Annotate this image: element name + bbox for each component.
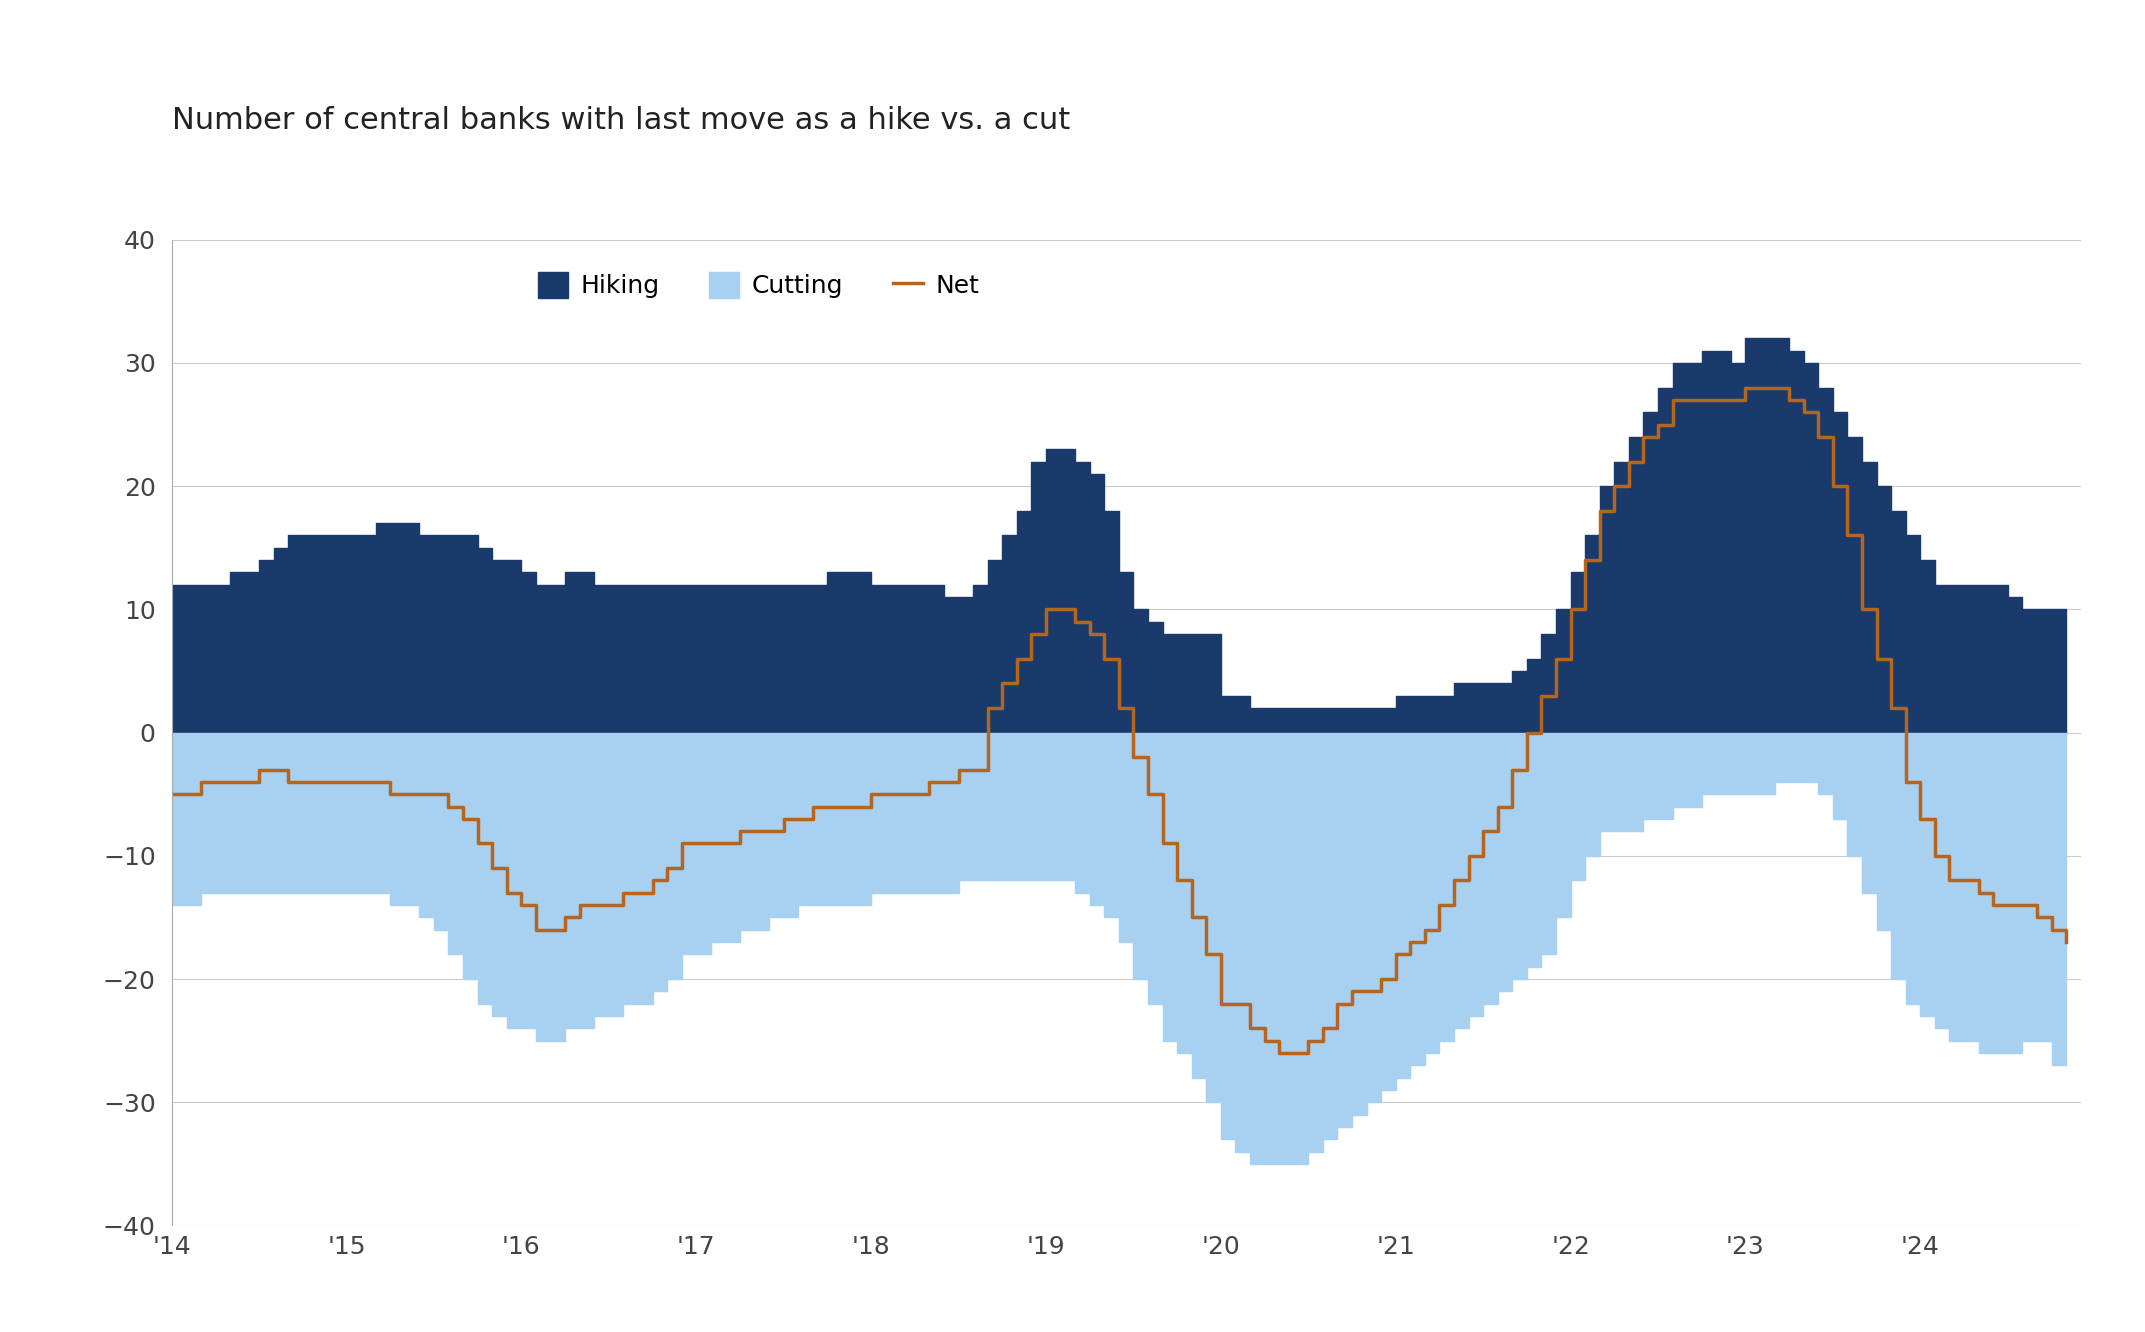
Legend: Hiking, Cutting, Net: Hiking, Cutting, Net [528, 262, 989, 309]
Text: Number of central banks with last move as a hike vs. a cut: Number of central banks with last move a… [172, 105, 1070, 135]
